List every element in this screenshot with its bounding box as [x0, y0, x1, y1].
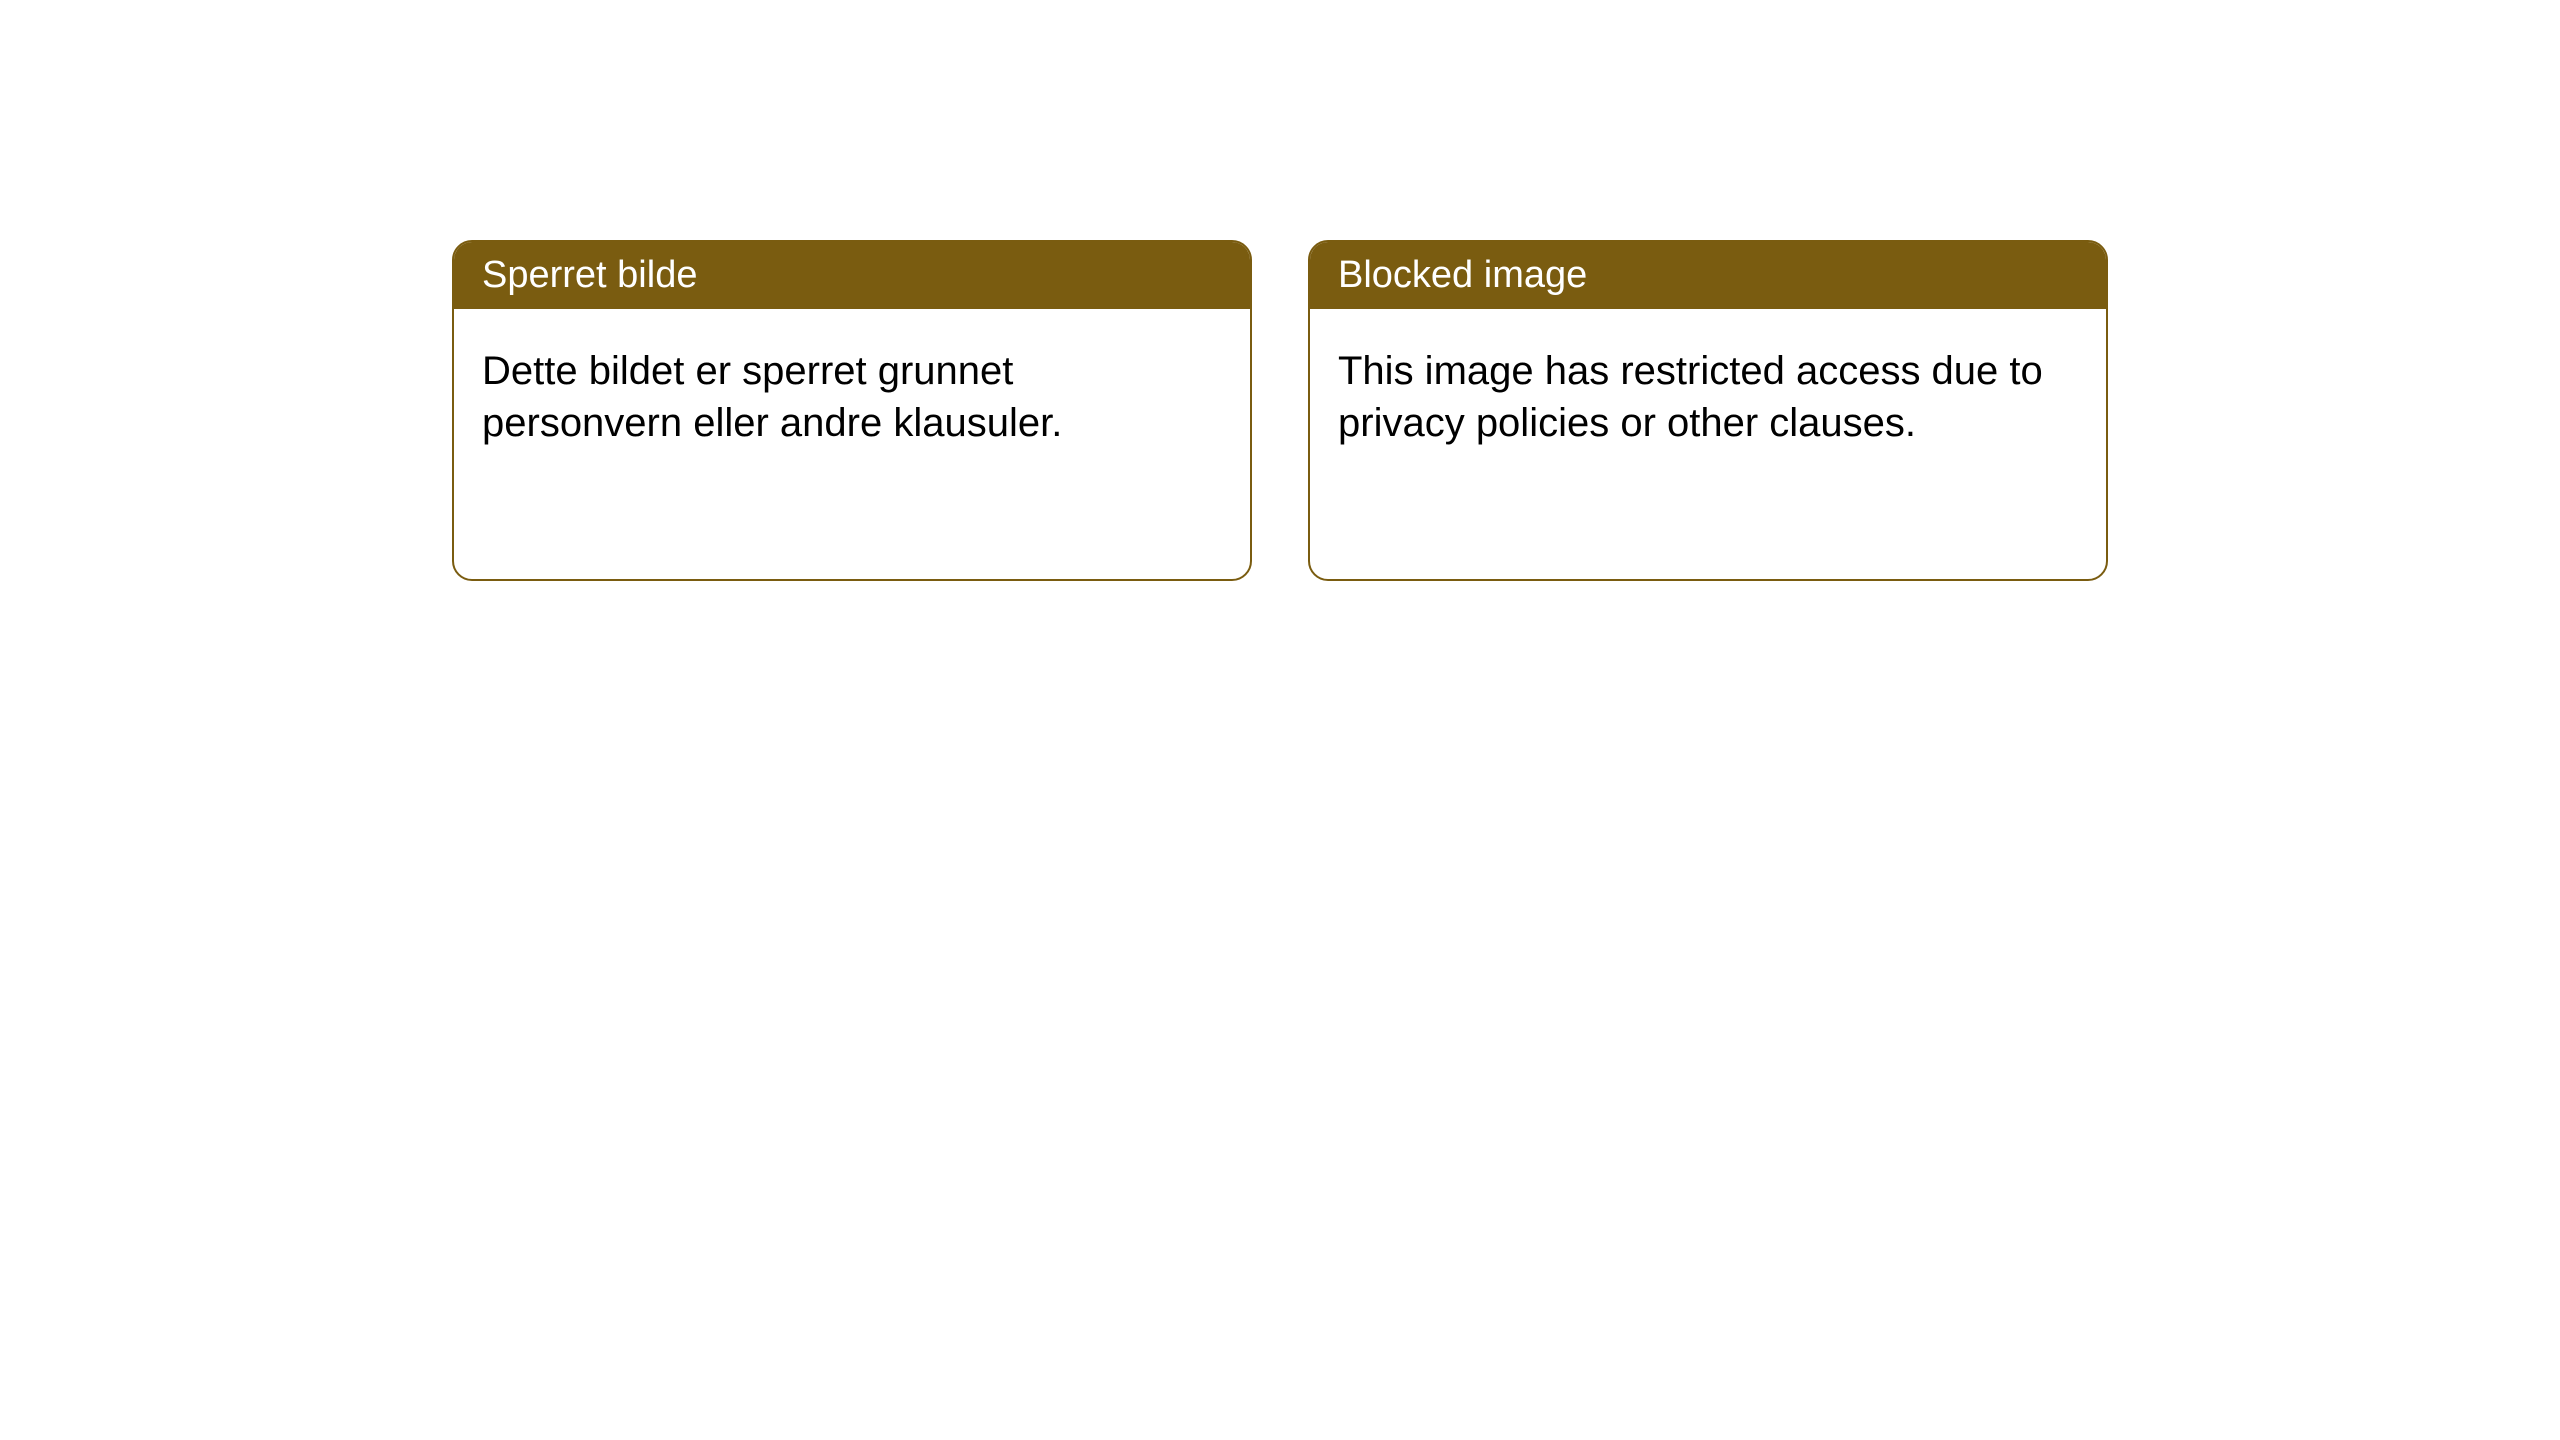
notice-body: This image has restricted access due to … [1310, 309, 2106, 579]
notice-container: Sperret bilde Dette bildet er sperret gr… [452, 240, 2108, 581]
notice-body: Dette bildet er sperret grunnet personve… [454, 309, 1250, 579]
notice-header: Blocked image [1310, 242, 2106, 309]
notice-header: Sperret bilde [454, 242, 1250, 309]
notice-box-english: Blocked image This image has restricted … [1308, 240, 2108, 581]
notice-box-norwegian: Sperret bilde Dette bildet er sperret gr… [452, 240, 1252, 581]
